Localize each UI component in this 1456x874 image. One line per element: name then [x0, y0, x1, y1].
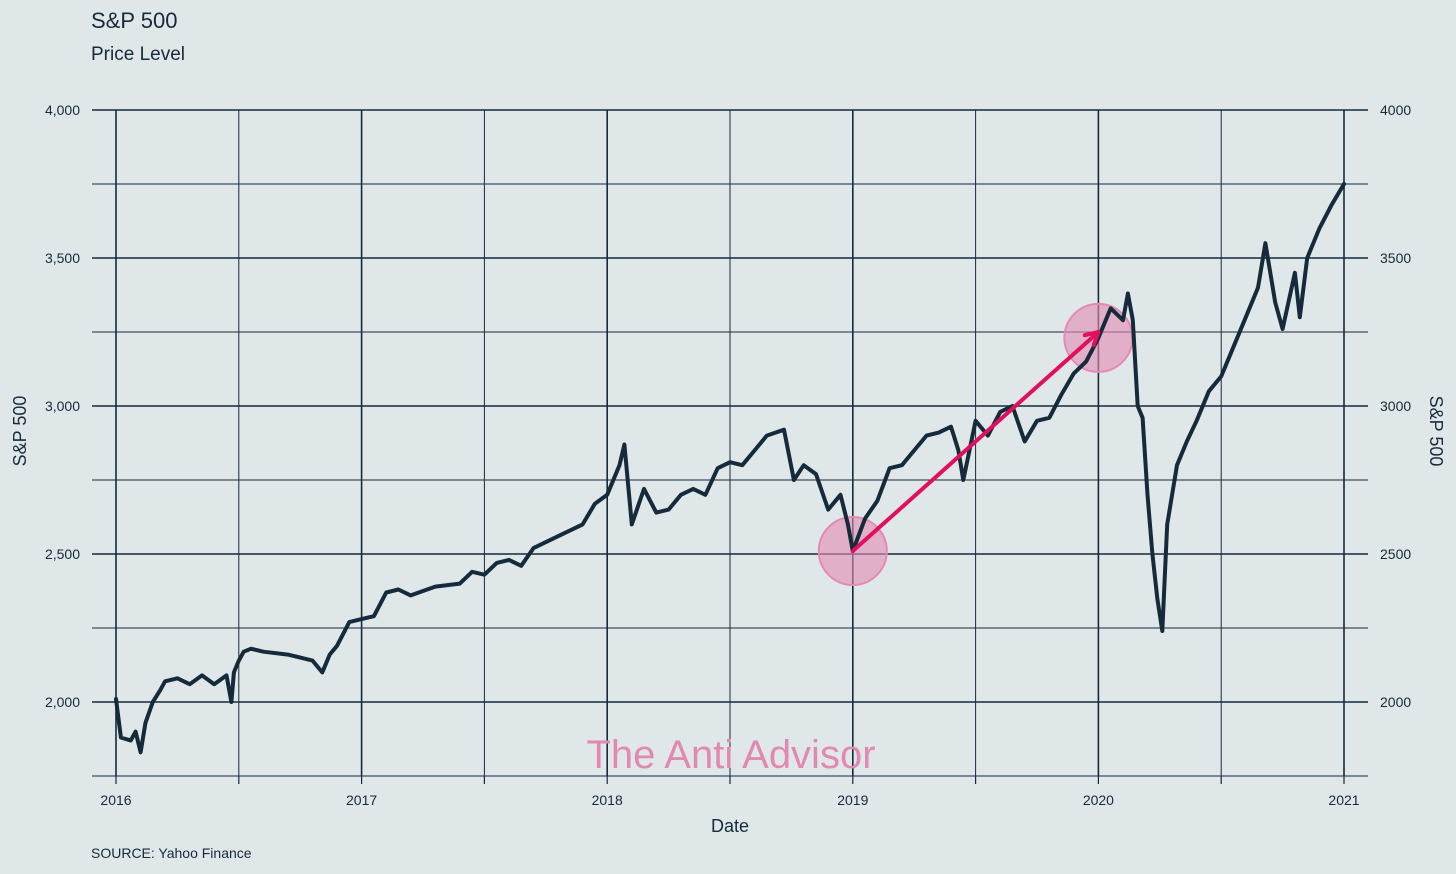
chart-subtitle: Price Level: [91, 44, 185, 65]
y-tick-label-right: 3000: [1380, 398, 1411, 414]
chart-ticks: 2,000 2,500 3,000 3,500 4,000 2000 2500 3000 350…: [45, 102, 1411, 808]
annotation-arrow: [850, 330, 1101, 554]
x-tick-label: 2016: [100, 792, 131, 808]
y-tick-label-left: 3,500: [45, 250, 80, 266]
y-axis-title-left: S&P 500: [10, 396, 30, 467]
x-tick-label: 2021: [1328, 792, 1359, 808]
series-line: [114, 182, 1346, 755]
y-tick-label-left: 4,000: [45, 102, 80, 118]
source-note: SOURCE: Yahoo Finance: [91, 845, 252, 861]
y-tick-label-left: 3,000: [45, 398, 80, 414]
arrow-head: [1082, 330, 1101, 348]
watermark-text: The Anti Advisor: [586, 733, 875, 777]
y-tick-label-right: 2500: [1380, 546, 1411, 562]
y-tick-label-left: 2,000: [45, 694, 80, 710]
y-tick-label-right: 2000: [1380, 694, 1411, 710]
x-tick-label: 2020: [1083, 792, 1114, 808]
y-axis-title-right: S&P 500: [1426, 396, 1446, 467]
x-tick-label: 2017: [346, 792, 377, 808]
chart-title: S&P 500: [91, 8, 178, 33]
y-tick-label-right: 4000: [1380, 102, 1411, 118]
chart-grid: [115, 109, 1345, 777]
x-tick-label: 2019: [837, 792, 868, 808]
arrow-layer: [850, 330, 1101, 554]
y-tick-label-left: 2,500: [45, 546, 80, 562]
y-tick-label-right: 3500: [1380, 250, 1411, 266]
x-tick-label: 2018: [592, 792, 623, 808]
x-axis-title: Date: [711, 816, 749, 836]
